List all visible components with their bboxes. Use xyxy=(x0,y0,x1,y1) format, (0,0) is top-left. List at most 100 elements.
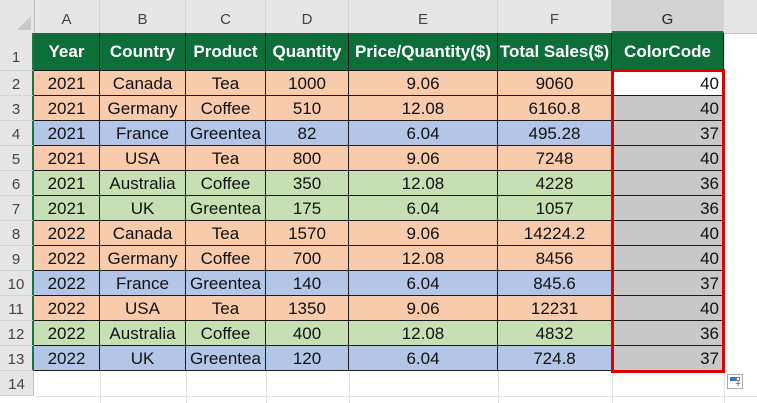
row-header-6[interactable]: 6 xyxy=(0,171,34,196)
cell-quantity[interactable]: 82 xyxy=(266,121,349,146)
cell-price[interactable]: 9.06 xyxy=(349,296,498,321)
cell-colorcode[interactable]: 37 xyxy=(612,271,724,296)
row-header-10[interactable]: 10 xyxy=(0,271,34,296)
cell-quantity[interactable]: 1000 xyxy=(266,71,349,96)
cell-year[interactable]: 2021 xyxy=(34,71,100,96)
cell-price[interactable]: 9.06 xyxy=(349,221,498,246)
cell-colorcode[interactable]: 36 xyxy=(612,321,724,346)
cell-price[interactable]: 9.06 xyxy=(349,146,498,171)
cell-total[interactable]: 9060 xyxy=(498,71,612,96)
cell-product[interactable]: Greentea xyxy=(186,196,266,221)
cell-total[interactable]: 845.6 xyxy=(498,271,612,296)
column-header-a[interactable]: A xyxy=(34,0,100,33)
cell-colorcode[interactable]: 37 xyxy=(612,121,724,146)
cell-quantity[interactable]: 400 xyxy=(266,321,349,346)
cell-total[interactable]: 724.8 xyxy=(498,346,612,371)
row-header-4[interactable]: 4 xyxy=(0,121,34,146)
cell-colorcode[interactable]: 40 xyxy=(612,246,724,271)
cell-product[interactable]: Tea xyxy=(186,221,266,246)
cell-total[interactable]: 8456 xyxy=(498,246,612,271)
column-header-e[interactable]: E xyxy=(349,0,498,33)
cell-year[interactable]: 2021 xyxy=(34,196,100,221)
cell-country[interactable]: Germany xyxy=(100,96,186,121)
cell-price[interactable]: 6.04 xyxy=(349,121,498,146)
cell-year[interactable]: 2022 xyxy=(34,346,100,371)
select-all-button[interactable] xyxy=(0,0,35,33)
row-header-11[interactable]: 11 xyxy=(0,296,34,321)
cell-colorcode[interactable]: 40 xyxy=(612,146,724,171)
cell-year[interactable]: 2021 xyxy=(34,146,100,171)
cell-product[interactable]: Tea xyxy=(186,296,266,321)
cell-price[interactable]: 6.04 xyxy=(349,196,498,221)
row-header-5[interactable]: 5 xyxy=(0,146,34,171)
cell-quantity[interactable]: 700 xyxy=(266,246,349,271)
cell-colorcode[interactable]: 40 xyxy=(612,71,724,96)
cell-quantity[interactable]: 140 xyxy=(266,271,349,296)
cell-quantity[interactable]: 510 xyxy=(266,96,349,121)
column-header-d[interactable]: D xyxy=(266,0,349,33)
cell-year[interactable]: 2022 xyxy=(34,221,100,246)
cell-colorcode[interactable]: 40 xyxy=(612,296,724,321)
row-header-3[interactable]: 3 xyxy=(0,96,34,121)
cell-country[interactable]: Canada xyxy=(100,71,186,96)
cell-price[interactable]: 12.08 xyxy=(349,171,498,196)
cell-price[interactable]: 6.04 xyxy=(349,271,498,296)
cell-colorcode[interactable]: 36 xyxy=(612,171,724,196)
cell-colorcode[interactable]: 40 xyxy=(612,96,724,121)
cell-year[interactable]: 2022 xyxy=(34,321,100,346)
row-header-1[interactable]: 1 xyxy=(0,33,34,71)
header-cell-product[interactable]: Product xyxy=(186,33,266,71)
cell-total[interactable]: 14224.2 xyxy=(498,221,612,246)
row-header-13[interactable]: 13 xyxy=(0,346,34,371)
cell-price[interactable]: 12.08 xyxy=(349,96,498,121)
cell-product[interactable]: Greentea xyxy=(186,121,266,146)
row-header-14[interactable]: 14 xyxy=(0,371,34,396)
cell-product[interactable]: Greentea xyxy=(186,346,266,371)
row-header-7[interactable]: 7 xyxy=(0,196,34,221)
column-header-c[interactable]: C xyxy=(186,0,266,33)
row-header-8[interactable]: 8 xyxy=(0,221,34,246)
row-header-12[interactable]: 12 xyxy=(0,321,34,346)
cell-product[interactable]: Coffee xyxy=(186,246,266,271)
cell-total[interactable]: 4832 xyxy=(498,321,612,346)
cell-country[interactable]: Germany xyxy=(100,246,186,271)
cell-year[interactable]: 2022 xyxy=(34,246,100,271)
cell-total[interactable]: 7248 xyxy=(498,146,612,171)
column-header-g[interactable]: G xyxy=(612,0,724,33)
cell-year[interactable]: 2021 xyxy=(34,171,100,196)
cell-quantity[interactable]: 800 xyxy=(266,146,349,171)
cell-price[interactable]: 12.08 xyxy=(349,321,498,346)
cell-country[interactable]: Australia xyxy=(100,171,186,196)
header-cell-country[interactable]: Country xyxy=(100,33,186,71)
cell-product[interactable]: Tea xyxy=(186,71,266,96)
cell-year[interactable]: 2022 xyxy=(34,296,100,321)
header-cell-price[interactable]: Price/Quantity($) xyxy=(349,33,498,71)
cell-colorcode[interactable]: 40 xyxy=(612,221,724,246)
cell-country[interactable]: France xyxy=(100,271,186,296)
cell-product[interactable]: Coffee xyxy=(186,321,266,346)
cell-total[interactable]: 1057 xyxy=(498,196,612,221)
cell-price[interactable]: 12.08 xyxy=(349,246,498,271)
column-header-b[interactable]: B xyxy=(100,0,186,33)
cell-total[interactable]: 6160.8 xyxy=(498,96,612,121)
cell-country[interactable]: USA xyxy=(100,296,186,321)
header-cell-total[interactable]: Total Sales($) xyxy=(498,33,612,71)
cell-country[interactable]: Australia xyxy=(100,321,186,346)
column-header-f[interactable]: F xyxy=(498,0,612,33)
cell-quantity[interactable]: 1350 xyxy=(266,296,349,321)
cell-country[interactable]: France xyxy=(100,121,186,146)
cell-year[interactable]: 2021 xyxy=(34,121,100,146)
cell-quantity[interactable]: 1570 xyxy=(266,221,349,246)
cell-country[interactable]: UK xyxy=(100,346,186,371)
cell-price[interactable]: 6.04 xyxy=(349,346,498,371)
cell-product[interactable]: Coffee xyxy=(186,171,266,196)
cell-price[interactable]: 9.06 xyxy=(349,71,498,96)
cell-country[interactable]: UK xyxy=(100,196,186,221)
cell-year[interactable]: 2021 xyxy=(34,96,100,121)
cell-country[interactable]: Canada xyxy=(100,221,186,246)
header-cell-year[interactable]: Year xyxy=(34,33,100,71)
cell-total[interactable]: 12231 xyxy=(498,296,612,321)
cell-total[interactable]: 495.28 xyxy=(498,121,612,146)
cell-colorcode[interactable]: 37 xyxy=(612,346,724,371)
cell-year[interactable]: 2022 xyxy=(34,271,100,296)
